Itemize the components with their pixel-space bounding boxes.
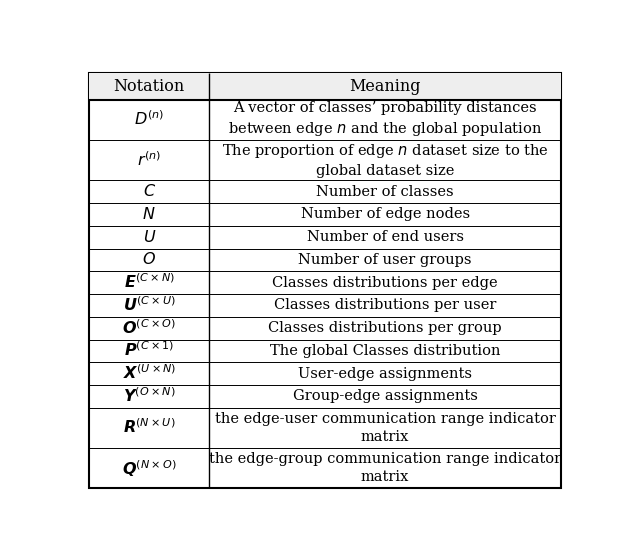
Bar [89,73,561,100]
Text: $O$: $O$ [142,251,156,269]
Text: $\boldsymbol{Q}^{(N\times O)}$: $\boldsymbol{Q}^{(N\times O)}$ [122,458,176,479]
Text: The proportion of edge $n$ dataset size to the
global dataset size: The proportion of edge $n$ dataset size … [222,142,548,178]
Text: the edge-group communication range indicator
matrix: the edge-group communication range indic… [209,452,561,484]
Text: $U$: $U$ [143,229,156,246]
Text: $D^{(n)}$: $D^{(n)}$ [134,111,164,129]
Text: $\boldsymbol{U}^{(C\times U)}$: $\boldsymbol{U}^{(C\times U)}$ [123,296,176,315]
Text: $C$: $C$ [143,183,156,200]
Text: Number of classes: Number of classes [316,185,454,198]
Text: the edge-user communication range indicator
matrix: the edge-user communication range indica… [215,411,555,444]
Text: Number of user groups: Number of user groups [299,253,472,267]
Text: Classes distributions per group: Classes distributions per group [268,321,502,335]
Text: $\boldsymbol{R}^{(N\times U)}$: $\boldsymbol{R}^{(N\times U)}$ [123,419,176,437]
Text: $\boldsymbol{O}^{(C\times O)}$: $\boldsymbol{O}^{(C\times O)}$ [122,319,176,337]
Text: The global Classes distribution: The global Classes distribution [270,344,500,358]
Text: Classes distributions per user: Classes distributions per user [274,299,496,312]
Text: User-edge assignments: User-edge assignments [298,366,472,381]
Text: $\boldsymbol{P}^{(C\times 1)}$: $\boldsymbol{P}^{(C\times 1)}$ [124,341,174,360]
Text: $r^{(n)}$: $r^{(n)}$ [137,151,162,170]
Text: Meaning: Meaning [349,78,421,95]
Text: $\boldsymbol{E}^{(C\times N)}$: $\boldsymbol{E}^{(C\times N)}$ [124,274,175,292]
Text: Number of end users: Number of end users [307,230,463,244]
Text: Group-edge assignments: Group-edge assignments [293,389,477,403]
Text: $\boldsymbol{X}^{(U\times N)}$: $\boldsymbol{X}^{(U\times N)}$ [122,364,176,383]
Text: A vector of classes’ probability distances
between edge $n$ and the global popul: A vector of classes’ probability distanc… [228,101,542,138]
Text: Number of edge nodes: Number of edge nodes [301,207,470,221]
Text: Notation: Notation [113,78,185,95]
Text: $N$: $N$ [143,206,156,223]
Text: Classes distributions per edge: Classes distributions per edge [272,276,498,290]
Text: $\boldsymbol{Y}^{(O\times N)}$: $\boldsymbol{Y}^{(O\times N)}$ [123,387,176,406]
